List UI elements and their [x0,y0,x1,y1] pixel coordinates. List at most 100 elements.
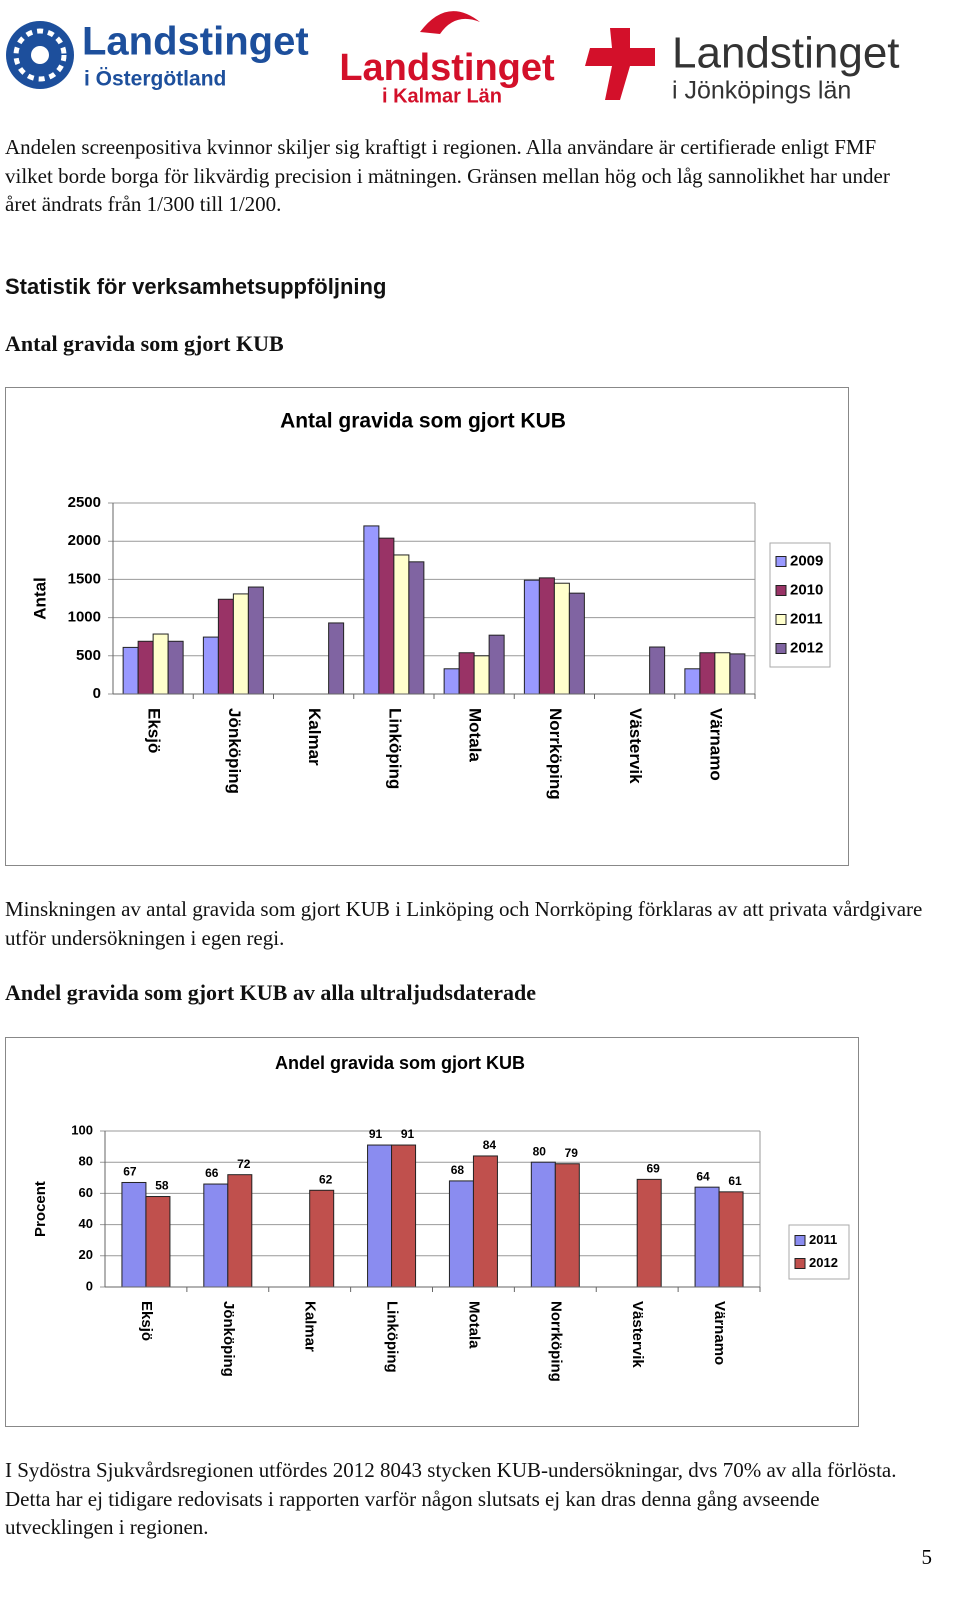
legend-label: 2012 [790,639,823,656]
data-label: 67 [123,1165,137,1179]
x-tick-label: Jönköping [220,1301,237,1377]
y-tick-label: 2000 [68,532,101,549]
bar [247,586,264,695]
logo-text: Landstinget [339,47,555,89]
chart: Antal gravida som gjort KUB Antal 0 500 1000… [5,387,849,866]
y-tick-label: 100 [71,1122,93,1137]
page-number: 5 [921,1545,933,1569]
bar [448,1180,474,1288]
x-tick-label: Kalmar [302,1301,319,1352]
legend-swatch [775,556,787,567]
bar [227,1174,253,1288]
x-tick-label: Norrköping [547,1301,564,1382]
bar [473,655,490,695]
x-tick-label: Eksjö [138,1301,155,1341]
bar [523,579,540,695]
bar [649,646,666,695]
chart-title: Andel gravida som gjort KUB [275,1053,525,1073]
data-label: 61 [728,1174,742,1188]
bar [694,1186,720,1288]
bar [393,554,410,695]
bar [554,1163,580,1288]
legend-label: 2009 [790,552,823,569]
legend-swatch [775,643,787,654]
legend-label: 2011 [809,1232,837,1247]
bar [408,561,425,695]
bar [553,582,570,695]
logo-bar: Landstinget i Östergötland Landstinget i… [6,11,900,107]
bar [378,537,395,695]
bar [714,652,731,695]
bar [530,1161,556,1288]
x-tick-label: Eksjö [145,708,164,753]
bar [568,592,585,695]
logo-subtext: i Östergötland [84,68,226,91]
bar [145,1196,171,1288]
bar [699,652,716,695]
bar [391,1144,417,1288]
logo-kalmar: Landstinget i Kalmar Län [339,11,555,107]
logo-text: Landstinget [672,29,900,78]
logo-subtext: i Jönköpings län [672,77,851,105]
chart-title: Antal gravida som gjort KUB [280,410,566,433]
bar [538,577,555,695]
x-tick-label: Kalmar [305,708,324,766]
bar [363,525,380,695]
data-label: 91 [401,1127,415,1141]
y-tick-label: 40 [79,1216,93,1231]
bar [636,1178,662,1288]
data-label: 64 [696,1169,710,1183]
x-tick-label: Linköping [385,708,404,789]
legend-label: 2012 [809,1255,838,1270]
bar [167,640,184,695]
y-tick-label: 1000 [68,609,101,626]
data-label: 62 [319,1172,333,1186]
bar [328,622,345,695]
legend-swatch [775,585,787,596]
bar [443,668,460,695]
bar [217,598,234,695]
chart: Andel gravida som gjort KUB Procent 0 20 40 6… [5,1037,859,1427]
x-tick-label: Värnamo [711,1301,728,1365]
x-tick-label: Jönköping [225,708,244,794]
bar [684,668,701,695]
data-label: 91 [369,1127,383,1141]
legend-label: 2010 [790,581,823,598]
legend-label: 2011 [790,610,823,627]
y-tick-label: 20 [79,1247,93,1262]
bar [137,640,154,695]
data-label: 69 [647,1162,661,1176]
y-tick-label: 1500 [68,570,101,587]
y-axis-label: Antal [30,577,49,620]
bar [202,636,219,695]
bar [121,1181,147,1288]
subheading: Antal gravida som gjort KUB [5,331,284,356]
data-label: 68 [451,1163,465,1177]
bar [472,1155,498,1288]
x-tick-label: Motala [466,708,485,762]
x-tick-label: Västervik [626,708,645,784]
legend-box [788,1224,850,1280]
data-label: 58 [155,1179,169,1193]
bar [729,653,746,695]
data-label: 79 [565,1146,579,1160]
x-tick-label: Värnamo [706,708,725,781]
y-tick-label: 80 [79,1154,93,1169]
bar [309,1189,335,1288]
data-label: 80 [533,1144,547,1158]
y-tick-label: 0 [86,1278,93,1293]
bar [367,1144,393,1288]
legend-swatch [794,1258,806,1269]
x-tick-label: Linköping [384,1301,401,1373]
legend-swatch [794,1235,806,1246]
subheading: Andel gravida som gjort KUB av alla ultr… [5,980,537,1005]
bar [232,593,249,695]
bar [152,633,169,695]
x-tick-label: Motala [465,1301,482,1349]
logo-jonkoping: Landstinget i Jönköpings län [585,28,900,105]
paragraph: Andelen screenpositiva kvinnor skiljer s… [5,135,890,216]
logo-subtext: i Kalmar Län [382,85,502,107]
y-tick-label: 2500 [68,494,101,511]
x-tick-label: Norrköping [546,708,565,800]
